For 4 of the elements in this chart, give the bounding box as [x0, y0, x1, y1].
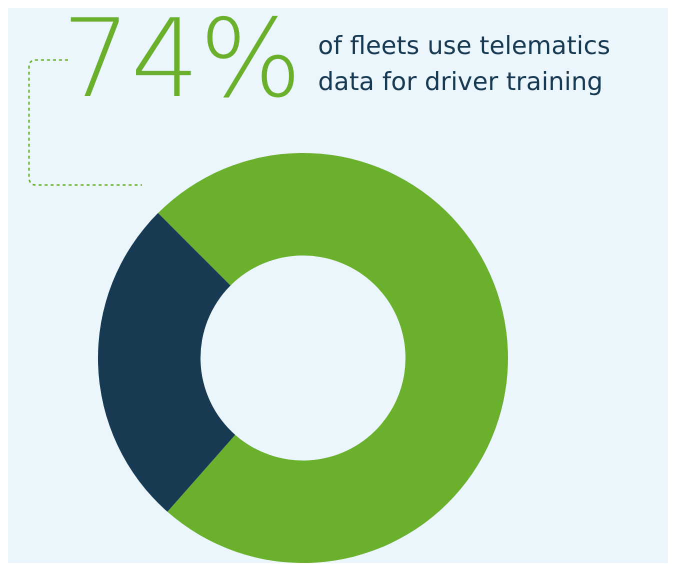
text: of fleets use telematics data for driver training: [318, 30, 612, 98]
donut-slice: [158, 153, 508, 563]
donut-slice: [98, 213, 236, 512]
data-label: 74%: [62, 0, 302, 122]
